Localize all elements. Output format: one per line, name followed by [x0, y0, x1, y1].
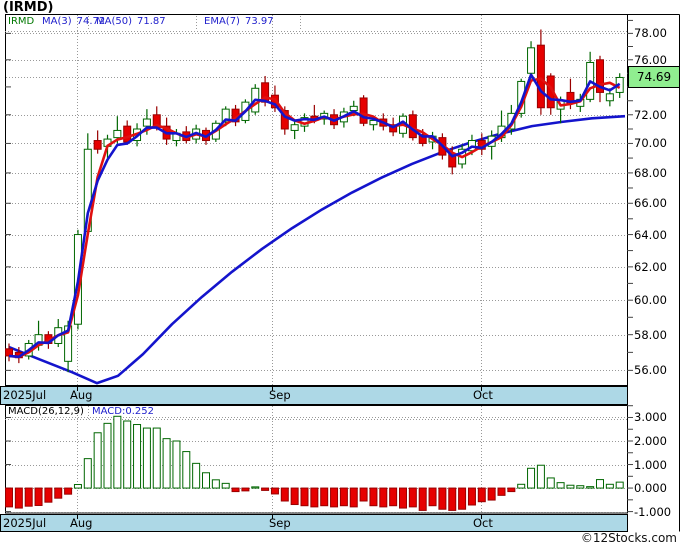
legend-ma50-value: 71.87 — [137, 16, 166, 27]
price-axis-label: 58.00 — [634, 327, 667, 342]
month-label: Sep — [269, 388, 291, 402]
legend-ema7-value: 73.97 — [244, 16, 274, 27]
month-label: Aug — [70, 516, 93, 530]
price-axis-label: 72.00 — [634, 107, 667, 122]
price-axis-label: 60.00 — [634, 293, 667, 308]
price-axis-label: 70.00 — [634, 136, 667, 151]
macd-axis-label: -1.000 — [634, 504, 672, 519]
price-axis-label: 76.00 — [634, 52, 667, 67]
month-label: Oct — [473, 388, 493, 402]
legend-ema7-label: EMA(7) — [204, 16, 240, 27]
month-label: 2025Jul — [3, 516, 47, 530]
price-axis-label: 78.00 — [634, 26, 667, 41]
price-axis-label: 68.00 — [634, 165, 667, 180]
macd-axis-label: 3.000 — [634, 410, 667, 425]
legend-ma50: MA(50) 71.87 — [96, 16, 166, 27]
legend-ma3-label: MA(3) — [42, 16, 72, 27]
price-axis-label: 56.00 — [634, 363, 667, 378]
macd-legend-current: MACD:0.252 — [92, 406, 154, 417]
legend-ma3-value: 74.72 — [76, 16, 106, 27]
macd-legend-params: MACD(26,12,9) — [8, 406, 84, 417]
page-title: (IRMD) — [3, 0, 54, 15]
month-label: Aug — [70, 388, 93, 402]
price-axis-label: 66.00 — [634, 196, 667, 211]
legend-ma3: MA(3) 74.72 — [42, 16, 105, 27]
credit-link[interactable]: ©12Stocks.com — [580, 531, 677, 545]
price-axis-label: 62.00 — [634, 259, 667, 274]
legend-symbol: IRMD — [8, 16, 35, 27]
macd-axis-label: 1.000 — [634, 457, 667, 472]
legend-ma50-label: MA(50) — [96, 16, 132, 27]
last-price-badge: 74.69 — [628, 66, 680, 89]
month-label: Sep — [269, 516, 291, 530]
macd-axis-label: 0.000 — [634, 481, 667, 496]
legend-ema7: EMA(7) 73.97 — [204, 16, 274, 27]
month-label: 2025Jul — [3, 388, 47, 402]
macd-axis-label: 2.000 — [634, 434, 667, 448]
month-label: Oct — [473, 516, 493, 530]
price-axis-label: 64.00 — [634, 227, 667, 242]
